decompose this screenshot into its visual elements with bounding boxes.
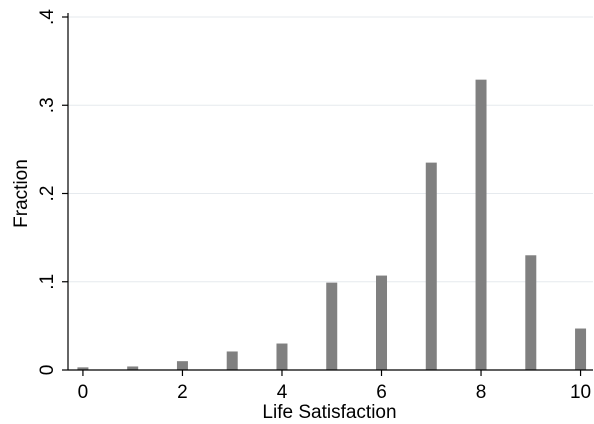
bar-5 [326,282,338,370]
x-tick-label: 4 [277,382,288,403]
bar-6 [376,275,388,370]
gridlines [68,16,593,283]
bar-9 [525,255,537,370]
x-tick-label: 2 [177,382,188,403]
x-tick-label: 0 [78,382,89,403]
bar-7 [425,162,437,370]
y-tick-label: .3 [37,97,58,113]
y-tick-label: .1 [37,274,58,290]
bar-8 [475,79,487,370]
bar-0 [77,367,89,370]
bar-4 [276,343,288,370]
y-tick-label: .4 [37,9,58,25]
y-tick-label: .2 [37,186,58,202]
x-axis-title: Life Satisfaction [262,402,396,423]
bar-1 [127,366,139,370]
x-tick-label: 6 [376,382,387,403]
y-axis-title: Fraction [11,159,32,228]
axes: 0 .1 .2 .3 .4 0 2 4 6 8 10 [37,9,593,403]
bar-3 [226,351,238,370]
bars [77,79,587,370]
x-tick-label: 10 [570,382,591,403]
y-tick-label: 0 [37,365,58,376]
bar-2 [176,361,188,370]
x-tick-label: 8 [476,382,487,403]
bar-10 [575,328,587,370]
